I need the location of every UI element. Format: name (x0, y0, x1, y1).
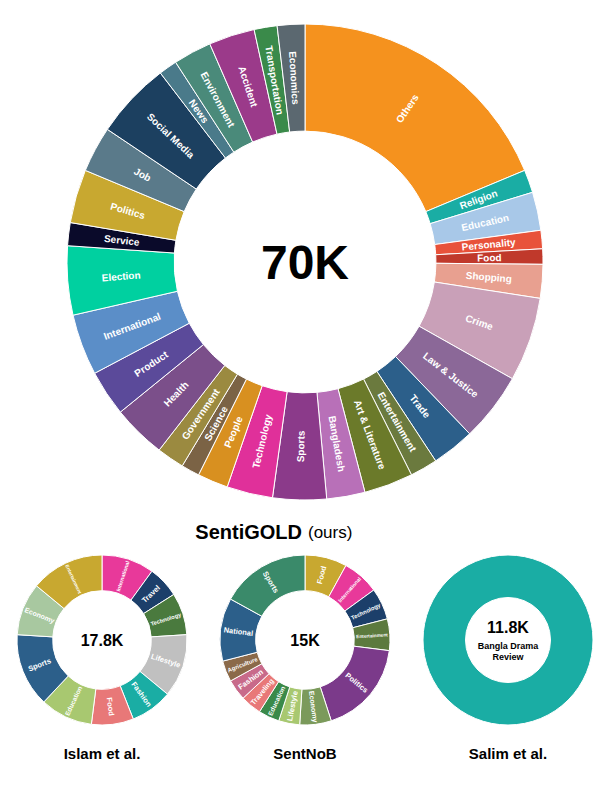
slice-label: Politics (109, 201, 147, 222)
slice-label: Economy (23, 606, 55, 625)
slice-label: Lifestyle (285, 690, 300, 722)
slice-label: Entertainment (64, 564, 82, 595)
slice (305, 24, 525, 212)
slice-labels: Others ReligionEducation PersonalityFood Sh… (101, 45, 516, 473)
slice-label: People (222, 414, 245, 449)
donut-chart: International Travel Technology Lifestyle Fa… (17, 555, 187, 762)
slice (436, 249, 543, 265)
slice-label: International (337, 575, 363, 603)
slice-label: Crime (464, 312, 495, 332)
slice-label: Food (315, 565, 328, 585)
slice-label: Technology (350, 602, 382, 621)
slice-label: Accident (236, 65, 260, 109)
slice-label: Sports (261, 570, 281, 595)
slice (91, 686, 133, 725)
slice-label: Shopping (465, 270, 512, 285)
slice-label: Art & Literature (352, 398, 388, 471)
slice-label: News (187, 97, 211, 125)
slice (17, 635, 68, 702)
slices (220, 555, 390, 725)
slices (67, 24, 543, 500)
slice-label: Sports (27, 656, 52, 673)
slice-label: Election (101, 269, 141, 283)
slice-label: National (223, 625, 253, 638)
slice-label: Sports (295, 430, 307, 462)
slice-label: Environment (198, 70, 237, 130)
slices (423, 555, 593, 725)
slice-label: Social Media (145, 111, 197, 161)
slice-label: International (115, 560, 131, 592)
slice (37, 555, 102, 609)
donut-chart: Others ReligionEducation PersonalityFood Sh… (67, 24, 543, 543)
slice-label: Travel (140, 583, 162, 604)
center-text: 17.8K (81, 632, 124, 649)
slices (17, 555, 187, 725)
center-text: 11.8K (487, 619, 529, 636)
slice-label: Religion (458, 188, 499, 212)
slice-label: Education (460, 212, 510, 233)
slice-label: Lifestyle (150, 652, 182, 670)
slice (353, 619, 390, 651)
figure: OthersReligionEducationPersonalityFoodSh… (0, 0, 610, 794)
slice (277, 24, 305, 132)
slice (300, 687, 332, 725)
slice-label: Job (132, 166, 153, 184)
chart-subtitle: (ours) (308, 523, 352, 542)
chart-title: Salim et al. (469, 745, 547, 762)
slice-label: Trade (407, 392, 433, 420)
slice-label: Others (394, 92, 421, 125)
slice (423, 555, 593, 725)
slice-label: Technology (250, 413, 274, 470)
slice-label: International (102, 311, 162, 342)
donut-chart: 11.8K Bangla DramaReview Salim et al. (423, 555, 593, 762)
slice-label: Agriculture (227, 656, 259, 673)
center-text: 15K (290, 632, 320, 649)
slice-label: Fashion (129, 680, 153, 709)
slice-labels: Food InternationalTechnology Entertainment… (223, 565, 388, 723)
slice-label: Fashion (236, 667, 265, 691)
slice-label: Technology (150, 611, 183, 627)
slice-label: Politics (344, 671, 370, 695)
center-text: 70K (261, 236, 349, 289)
slice (320, 646, 389, 721)
chart-title: SentiGOLD (195, 521, 302, 543)
slice (67, 246, 177, 315)
slice-label: Economics (287, 51, 301, 105)
slice-label: Law & Justice (421, 350, 481, 400)
center-subtext: Bangla DramaReview (478, 641, 540, 663)
chart-title: SentNoB (273, 745, 337, 762)
slice-label: Personality (461, 236, 516, 252)
slice-label: Product (132, 348, 170, 378)
slice-label: Entertainment (376, 390, 419, 454)
slice-label: Education (64, 685, 84, 717)
slice-label: Bangladesh (326, 415, 347, 473)
slice-label: Service (104, 233, 141, 248)
slice-label: Transportation (263, 45, 285, 116)
slice (231, 555, 305, 616)
slice-label: Health (161, 379, 190, 409)
donut-chart: Food InternationalTechnology Entertainment… (220, 555, 390, 762)
chart-title: Islam et al. (64, 745, 141, 762)
slice-label: Food (105, 697, 116, 717)
slice-labels: International Travel Technology Lifestyle Fa… (23, 560, 182, 717)
slice-label: Government (180, 386, 223, 441)
slice-label: Entertainment (356, 632, 388, 639)
slice-label: Food (477, 252, 502, 264)
slice-label: Economy (307, 690, 319, 722)
